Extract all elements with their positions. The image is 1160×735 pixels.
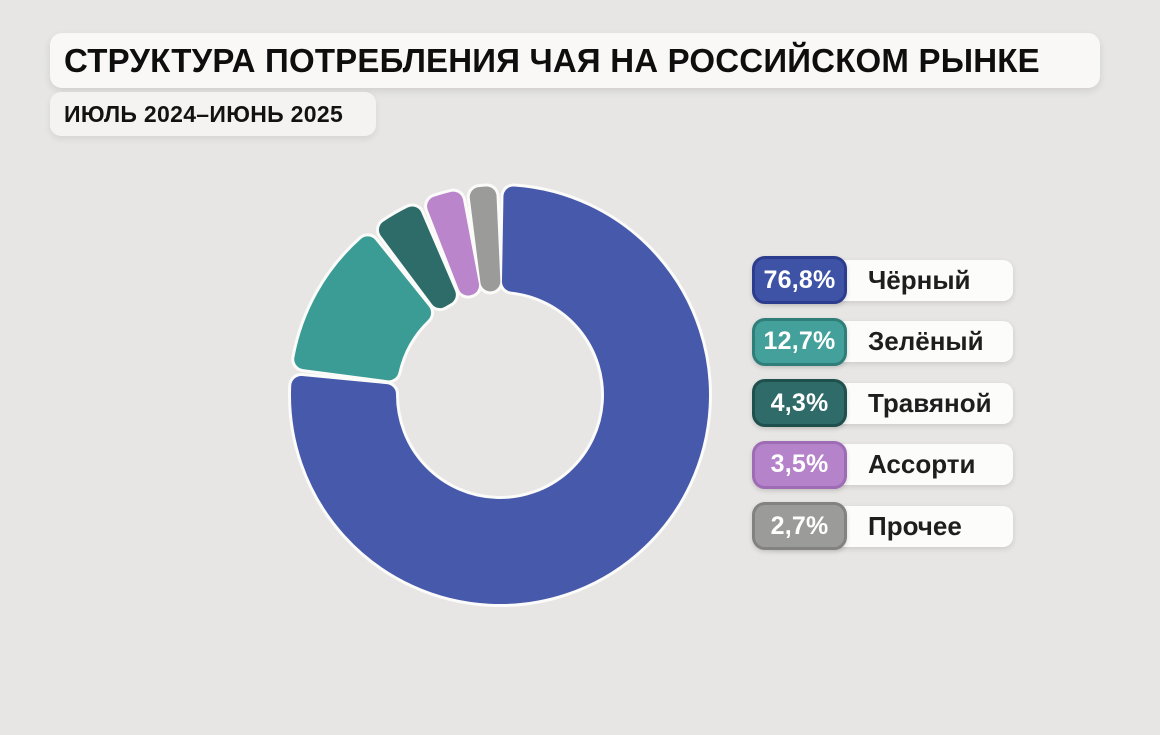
legend-value: 3,5% [770, 450, 829, 478]
legend-value-badge: 76,8% [752, 256, 847, 304]
donut-chart [288, 183, 712, 607]
legend-item: Прочее 2,7% [752, 502, 1013, 550]
chart-title: СТРУКТУРА ПОТРЕБЛЕНИЯ ЧАЯ НА РОССИЙСКОМ … [64, 41, 1040, 79]
donut-segment-4 [469, 186, 501, 292]
legend: Чёрный 76,8% Зелёный 12,7% Травяной 4,3% [752, 256, 1013, 550]
legend-value-badge: 2,7% [752, 502, 847, 550]
legend-value: 2,7% [770, 511, 829, 540]
legend-label: Чёрный [868, 264, 971, 295]
legend-label: Травяной [868, 387, 992, 418]
legend-label: Ассорти [868, 449, 976, 479]
donut-segment-1 [294, 236, 432, 381]
donut-segment-0 [291, 186, 709, 604]
donut-segment-2 [378, 206, 456, 309]
legend-item: Зелёный 12,7% [752, 317, 1013, 366]
legend-value-badge: 4,3% [752, 379, 847, 427]
chart-period-box: ИЮЛЬ 2024–ИЮНЬ 2025 [50, 92, 376, 136]
legend-value: 12,7% [763, 327, 836, 355]
chart-period: ИЮЛЬ 2024–ИЮНЬ 2025 [64, 100, 344, 127]
legend-value-badge: 3,5% [752, 440, 847, 489]
legend-value: 4,3% [770, 388, 829, 417]
legend-value-badge: 12,7% [752, 317, 847, 366]
legend-item: Ассорти 3,5% [752, 440, 1013, 489]
legend-label: Зелёный [868, 326, 984, 356]
legend-item: Травяной 4,3% [752, 379, 1013, 427]
legend-item: Чёрный 76,8% [752, 256, 1013, 304]
legend-label: Прочее [868, 510, 962, 541]
legend-value: 76,8% [763, 265, 836, 294]
chart-title-box: СТРУКТУРА ПОТРЕБЛЕНИЯ ЧАЯ НА РОССИЙСКОМ … [50, 33, 1100, 88]
donut-segment-3 [427, 191, 480, 296]
